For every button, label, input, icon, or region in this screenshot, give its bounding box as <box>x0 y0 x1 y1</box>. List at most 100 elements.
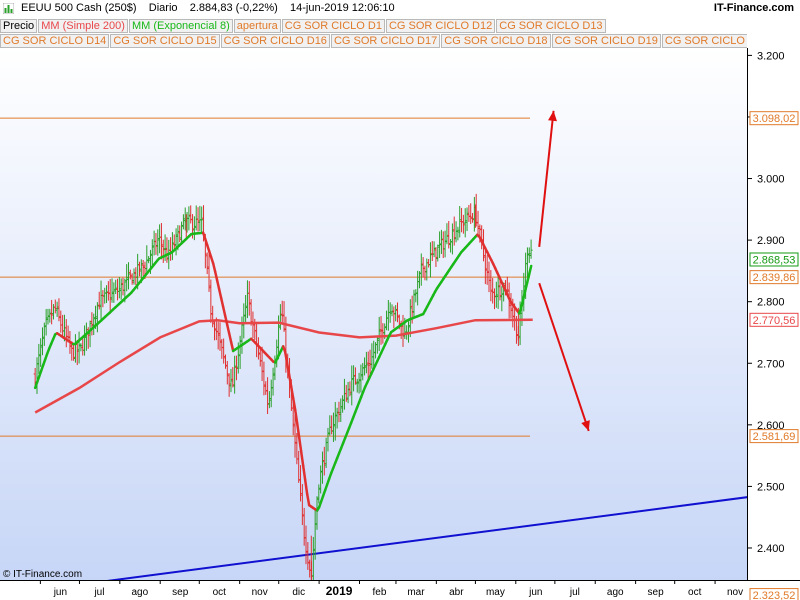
ohlc-bar <box>181 214 185 230</box>
ema8-segment <box>227 332 233 344</box>
ohlc-bar <box>359 364 363 393</box>
ohlc-bar <box>509 293 513 319</box>
level-value-label: 2.839,86 <box>749 270 799 285</box>
ohlc-bar <box>161 239 165 263</box>
ohlc-bar <box>322 446 326 476</box>
legend-item[interactable]: CG SOR CICLO D12 <box>385 19 496 33</box>
site-name: IT-Finance.com <box>713 2 794 14</box>
ohlc-bar <box>461 214 465 234</box>
ohlc-bar <box>352 365 356 392</box>
svg-text:2.581,69: 2.581,69 <box>753 431 796 443</box>
ohlc-bar <box>42 322 46 346</box>
ohlc-bar <box>476 210 480 238</box>
ohlc-bar <box>525 247 529 278</box>
legend-item[interactable]: CG SOR CICLO D13 <box>496 19 606 33</box>
ohlc-bar <box>132 268 136 285</box>
ema8-segment <box>285 362 291 377</box>
ohlc-bar <box>498 278 502 301</box>
ohlc-bar <box>366 351 370 380</box>
legend-item[interactable]: CG SOR CICLO D1 <box>281 19 385 33</box>
ema8-segment <box>297 436 303 453</box>
ohlc-bar <box>200 206 204 233</box>
ohlc-bar <box>231 367 235 388</box>
ohlc-bar <box>172 234 176 251</box>
legend-item[interactable]: MM (Exponencial 8) <box>128 19 233 33</box>
ohlc-bar <box>105 285 109 304</box>
ohlc-bar <box>95 302 99 333</box>
ohlc-bar <box>412 289 416 319</box>
legend-item[interactable]: CG SOR CICLO D17 <box>330 34 441 48</box>
ohlc-bar <box>471 212 475 223</box>
ohlc-bar <box>137 261 141 277</box>
ema8-segment <box>223 314 229 326</box>
ohlc-bar <box>72 344 76 361</box>
ohlc-bar <box>92 313 96 336</box>
ohlc-bar <box>363 357 367 376</box>
ohlc-bar <box>439 229 443 255</box>
ohlc-bar <box>419 253 423 286</box>
ohlc-bar <box>379 316 383 345</box>
support-trend-line <box>106 496 747 580</box>
ohlc-bar <box>222 338 226 364</box>
ohlc-bar <box>447 221 451 249</box>
ohlc-bar <box>180 221 184 244</box>
ohlc-bar <box>396 302 400 323</box>
ema8-segment <box>301 464 307 482</box>
ema8-segment <box>213 270 219 282</box>
legend-item[interactable]: CG SOR CICLO D15 <box>110 34 220 48</box>
ohlc-bar <box>271 367 275 396</box>
ohlc-bar <box>266 377 270 414</box>
svg-text:2.868,53: 2.868,53 <box>753 254 796 266</box>
ohlc-bar <box>438 231 442 258</box>
ohlc-bar <box>247 281 251 316</box>
instrument-title: EEUU 500 Cash (250$) Diario 2.884,83 (-0… <box>21 2 395 14</box>
ohlc-bar <box>50 299 54 325</box>
legend-item[interactable]: CG SOR CICLO D19 <box>551 34 661 48</box>
ohlc-bar <box>348 381 352 397</box>
y-tick-label: 2.900 <box>757 235 785 247</box>
svg-text:2.839,86: 2.839,86 <box>753 272 796 284</box>
y-tick-label: 2.800 <box>757 297 785 309</box>
ohlc-bar <box>355 378 359 393</box>
ohlc-bar <box>57 298 61 322</box>
ohlc-bar <box>110 278 114 303</box>
ohlc-bar <box>300 484 304 526</box>
legend-item[interactable]: CG SOR CICLO D16 <box>220 34 330 48</box>
legend-item[interactable]: MM (Simple 200) <box>38 19 128 33</box>
ema8-segment <box>291 396 297 411</box>
ohlc-bar <box>238 335 242 369</box>
ohlc-bar <box>112 282 116 303</box>
ohlc-bar <box>282 301 286 332</box>
ohlc-bar <box>496 276 500 309</box>
legend-item[interactable]: CG SOR CICLO D14 <box>0 34 110 48</box>
ohlc-bar <box>428 242 432 278</box>
ohlc-bar <box>211 305 215 328</box>
ohlc-bar <box>306 542 310 570</box>
ohlc-bar <box>227 373 231 397</box>
ohlc-bar <box>375 335 379 354</box>
ohlc-bar <box>154 233 158 255</box>
ohlc-bar <box>414 289 418 303</box>
ohlc-bar <box>443 230 447 258</box>
legend-item[interactable]: CG SOR CICLO D18 <box>441 34 551 48</box>
ohlc-bar <box>77 331 81 364</box>
ohlc-bar <box>205 252 209 275</box>
legend-item[interactable]: CG SOR CICLO D110 <box>661 34 747 48</box>
x-tick-label: jun <box>528 587 542 598</box>
ohlc-bar <box>445 223 449 245</box>
ema8-segment <box>305 492 311 507</box>
legend-item[interactable]: apertura <box>233 19 281 33</box>
ohlc-bar <box>207 252 211 292</box>
x-tick-label: jul <box>93 587 104 598</box>
ema8-segment <box>283 350 289 365</box>
projection-arrow <box>538 110 557 247</box>
level-value-label: 3.098,02 <box>749 111 799 126</box>
ema8-segment <box>287 373 293 388</box>
legend-item[interactable]: Precio <box>0 19 38 33</box>
ohlc-bar <box>165 237 169 263</box>
x-tick-label: jul <box>569 587 580 598</box>
chart-header: EEUU 500 Cash (250$) Diario 2.884,83 (-0… <box>0 0 800 18</box>
ohlc-bar <box>527 247 531 263</box>
ohlc-bar <box>126 262 130 290</box>
